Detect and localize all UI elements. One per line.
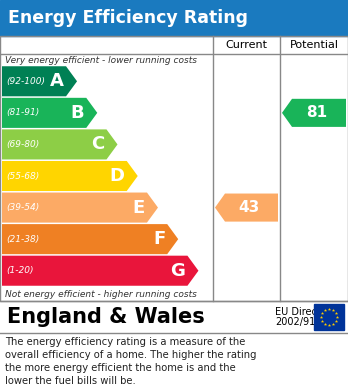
Text: D: D [110,167,125,185]
Text: 81: 81 [306,105,327,120]
Text: E: E [133,199,145,217]
Text: (69-80): (69-80) [6,140,39,149]
Text: lower the fuel bills will be.: lower the fuel bills will be. [5,376,136,386]
Text: A: A [50,72,64,90]
Polygon shape [282,99,346,127]
Polygon shape [2,66,77,96]
Text: (81-91): (81-91) [6,108,39,117]
Text: B: B [71,104,84,122]
Text: Very energy efficient - lower running costs: Very energy efficient - lower running co… [5,56,197,65]
Text: 2002/91/EC: 2002/91/EC [275,317,331,327]
Text: (21-38): (21-38) [6,235,39,244]
Text: (55-68): (55-68) [6,172,39,181]
Bar [0,0,348,36]
Text: C: C [91,135,104,153]
Text: The energy efficiency rating is a measure of the: The energy efficiency rating is a measur… [5,337,245,347]
Text: EU Directive: EU Directive [275,307,335,317]
Text: (39-54): (39-54) [6,203,39,212]
Text: overall efficiency of a home. The higher the rating: overall efficiency of a home. The higher… [5,350,256,360]
Text: England & Wales: England & Wales [7,307,205,327]
Bar [314,304,344,330]
Text: G: G [171,262,185,280]
Polygon shape [2,129,118,160]
Text: Not energy efficient - higher running costs: Not energy efficient - higher running co… [5,290,197,299]
Polygon shape [2,98,97,128]
Text: Energy Efficiency Rating: Energy Efficiency Rating [8,9,248,27]
Polygon shape [2,192,158,222]
Text: Current: Current [226,40,268,50]
Text: Potential: Potential [290,40,339,50]
Polygon shape [2,161,138,191]
Polygon shape [2,256,198,286]
Polygon shape [2,224,178,254]
Text: F: F [153,230,165,248]
Text: (92-100): (92-100) [6,77,45,86]
Text: the more energy efficient the home is and the: the more energy efficient the home is an… [5,363,236,373]
Bar [0,36,348,301]
Text: (1-20): (1-20) [6,266,33,275]
Text: 43: 43 [238,200,260,215]
Polygon shape [215,194,278,222]
